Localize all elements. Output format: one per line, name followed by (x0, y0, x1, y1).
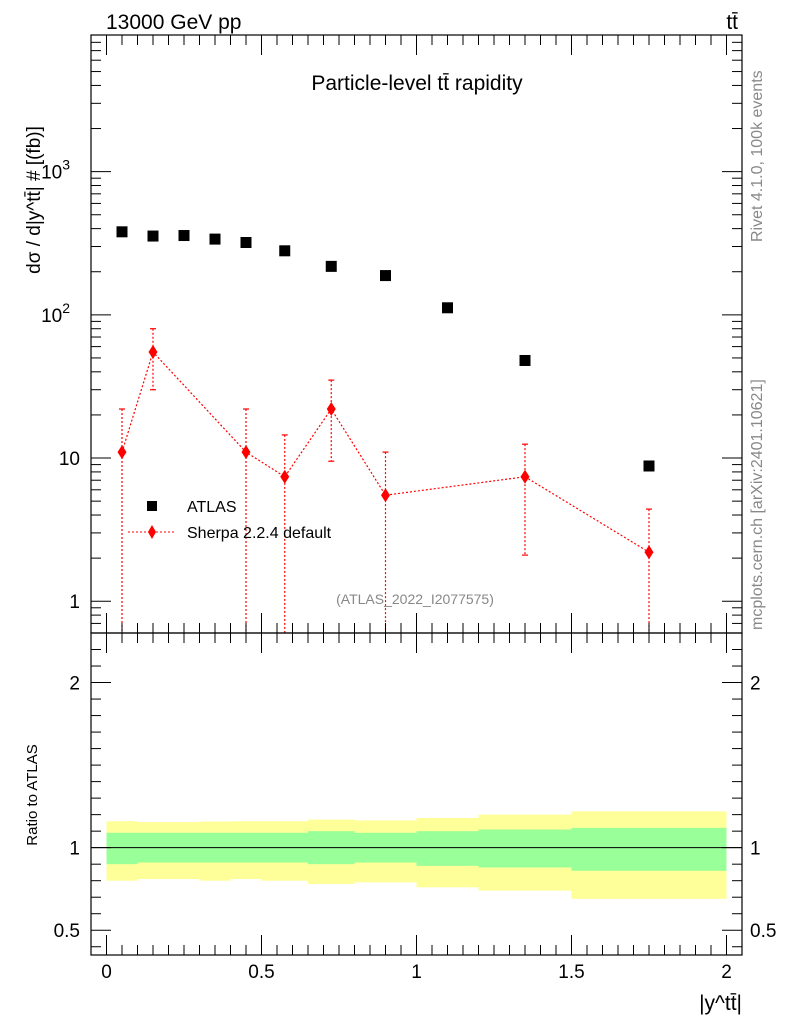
ratio-axes: 0 0.5 1 1.5 2 0.5 0.5 1 1 2 2 (54, 633, 776, 983)
atlas-point (240, 237, 252, 249)
sherpa-line (121, 350, 650, 553)
x-tick-label: 0.5 (248, 962, 274, 983)
sherpa-point (381, 488, 390, 503)
atlas-point (147, 230, 159, 242)
atlas-point (209, 233, 221, 245)
rivet-label: Rivet 4.1.0, 100k events (749, 70, 766, 242)
legend-sherpa-label: Sherpa 2.2.4 default (187, 525, 332, 542)
y-tick-label: 102 (41, 300, 70, 327)
ratio-y-tick-label-right: 0.5 (750, 921, 776, 942)
x-tick-label: 2 (721, 962, 732, 983)
x-tick-label: 1 (411, 962, 422, 983)
legend-atlas-label: ATLAS (187, 499, 237, 516)
ratio-y-tick-label-left: 0.5 (54, 921, 80, 942)
atlas-point (116, 226, 128, 238)
atlas-point (519, 354, 531, 366)
sherpa-point (241, 445, 251, 460)
atlas-point (178, 230, 190, 242)
ratio-data-layer (91, 811, 742, 899)
ratio-y-tick-label-left: 2 (69, 674, 80, 695)
sherpa-point (644, 545, 654, 560)
y-tick-label: 103 (41, 157, 70, 184)
legend-sherpa-marker (148, 525, 156, 539)
atlas-point (643, 460, 655, 472)
ratio-stat-band (478, 829, 572, 868)
atlas-point (325, 260, 337, 272)
ratio-panel: 0 0.5 1 1.5 2 0.5 0.5 1 1 2 2 Ratio to ATLAS (24, 632, 776, 983)
ratio-y-tick-label-left: 1 (69, 839, 80, 860)
legend-atlas-marker (147, 501, 157, 511)
y-tick-label: 1 (69, 592, 80, 613)
atlas-point (442, 302, 453, 314)
process-label: tt̄ (726, 11, 738, 34)
ratio-stat-band (416, 831, 479, 866)
x-tick-label: 1.5 (558, 962, 584, 983)
ratio-y-tick-label-right: 1 (750, 839, 761, 860)
sherpa-point (326, 402, 336, 417)
ratio-stat-band (106, 832, 138, 865)
x-tick-label: 0 (101, 962, 112, 983)
main-data-layer (116, 226, 655, 633)
sherpa-point (148, 345, 158, 360)
energy-label: 13000 GeV pp (106, 11, 241, 34)
sherpa-point (117, 445, 127, 460)
analysis-label: (ATLAS_2022_I2077575) (336, 591, 494, 607)
main-panel: 1 10 102 103 Particle-level tt̄ rapidity (A… (24, 34, 743, 634)
y-axis-label: dσ / d|y^tt̄| # [(fb)] (24, 126, 45, 274)
main-frame (90, 34, 743, 634)
legend: ATLAS Sherpa 2.2.4 default (128, 499, 332, 542)
ratio-y-axis-label: Ratio to ATLAS (24, 744, 41, 845)
ratio-y-tick-label-right: 2 (750, 674, 761, 695)
atlas-point (380, 270, 391, 282)
ratio-stat-band (571, 827, 727, 871)
sherpa-point (280, 469, 290, 484)
mcplots-label: mcplots.cern.ch [arXiv:2401.10621] (749, 379, 766, 630)
sherpa-point (520, 469, 530, 484)
x-axis-label: |y^tt̄| (699, 992, 742, 1015)
ratio-frame (90, 632, 743, 956)
chart-title: Particle-level tt̄ rapidity (311, 72, 523, 95)
y-tick-label: 10 (59, 449, 80, 470)
main-axes: 1 10 102 103 (41, 34, 742, 634)
atlas-point (279, 245, 291, 257)
